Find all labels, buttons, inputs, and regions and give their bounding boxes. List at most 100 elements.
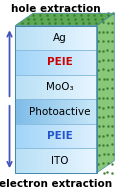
Bar	[48, 99, 50, 124]
Bar	[72, 124, 75, 148]
Bar	[21, 148, 23, 173]
Bar	[15, 26, 18, 50]
Bar	[21, 99, 23, 124]
Bar	[67, 124, 69, 148]
Bar	[59, 50, 61, 75]
Bar	[69, 50, 72, 75]
Bar	[42, 124, 45, 148]
Bar	[53, 50, 56, 75]
Bar	[88, 124, 91, 148]
Bar	[67, 26, 69, 50]
Bar	[42, 75, 45, 99]
Bar	[18, 50, 21, 75]
Bar	[88, 26, 91, 50]
Bar	[59, 75, 61, 99]
Bar	[94, 124, 97, 148]
Bar	[31, 99, 34, 124]
Bar	[45, 148, 48, 173]
Bar	[29, 26, 31, 50]
Bar	[48, 75, 50, 99]
Bar	[53, 124, 56, 148]
Bar	[53, 99, 56, 124]
Bar	[75, 148, 78, 173]
Bar	[37, 50, 40, 75]
Bar	[18, 99, 21, 124]
Bar	[59, 148, 61, 173]
Bar	[21, 124, 23, 148]
Bar	[56, 124, 59, 148]
Bar	[86, 124, 88, 148]
Bar	[15, 124, 18, 148]
Bar	[72, 26, 75, 50]
Bar	[64, 99, 67, 124]
Bar	[86, 50, 88, 75]
Text: ITO: ITO	[51, 156, 68, 166]
Bar	[26, 99, 29, 124]
Bar	[94, 148, 97, 173]
Text: electron extraction: electron extraction	[0, 179, 112, 189]
Bar	[40, 99, 42, 124]
Bar	[86, 99, 88, 124]
Bar	[88, 50, 91, 75]
Bar	[31, 75, 34, 99]
Bar	[34, 26, 37, 50]
Bar	[29, 99, 31, 124]
Bar	[86, 148, 88, 173]
Bar	[75, 75, 78, 99]
Bar	[78, 50, 80, 75]
Bar	[26, 26, 29, 50]
Bar	[83, 26, 86, 50]
Bar	[23, 148, 26, 173]
Bar	[88, 75, 91, 99]
Bar	[83, 99, 86, 124]
Bar	[56, 26, 59, 50]
Bar	[34, 99, 37, 124]
Bar	[94, 26, 97, 50]
Bar	[37, 124, 40, 148]
Bar	[23, 26, 26, 50]
Bar	[83, 124, 86, 148]
Bar	[86, 26, 88, 50]
Bar	[61, 75, 64, 99]
Bar	[29, 148, 31, 173]
Bar	[31, 26, 34, 50]
Bar	[78, 75, 80, 99]
Bar	[40, 148, 42, 173]
Bar	[61, 99, 64, 124]
Bar	[75, 99, 78, 124]
Bar	[34, 148, 37, 173]
Bar	[50, 75, 53, 99]
Bar	[31, 50, 34, 75]
Bar	[42, 99, 45, 124]
Bar	[69, 75, 72, 99]
Bar	[40, 26, 42, 50]
Bar	[21, 26, 23, 50]
Bar	[48, 124, 50, 148]
Bar	[91, 26, 94, 50]
Bar	[86, 75, 88, 99]
Bar	[31, 148, 34, 173]
Bar	[34, 124, 37, 148]
Bar	[15, 148, 97, 173]
Bar	[34, 50, 37, 75]
Bar	[67, 148, 69, 173]
Bar	[61, 50, 64, 75]
Bar	[94, 50, 97, 75]
Bar	[75, 26, 78, 50]
Bar	[75, 50, 78, 75]
Bar	[45, 75, 48, 99]
Bar	[50, 99, 53, 124]
Bar	[61, 26, 64, 50]
Bar	[26, 50, 29, 75]
Bar	[91, 50, 94, 75]
Bar	[18, 75, 21, 99]
Bar	[69, 26, 72, 50]
Bar	[78, 148, 80, 173]
Bar	[64, 75, 67, 99]
Bar	[59, 26, 61, 50]
Bar	[78, 26, 80, 50]
Bar	[53, 148, 56, 173]
Bar	[56, 148, 59, 173]
Bar	[15, 26, 97, 50]
Bar	[78, 99, 80, 124]
